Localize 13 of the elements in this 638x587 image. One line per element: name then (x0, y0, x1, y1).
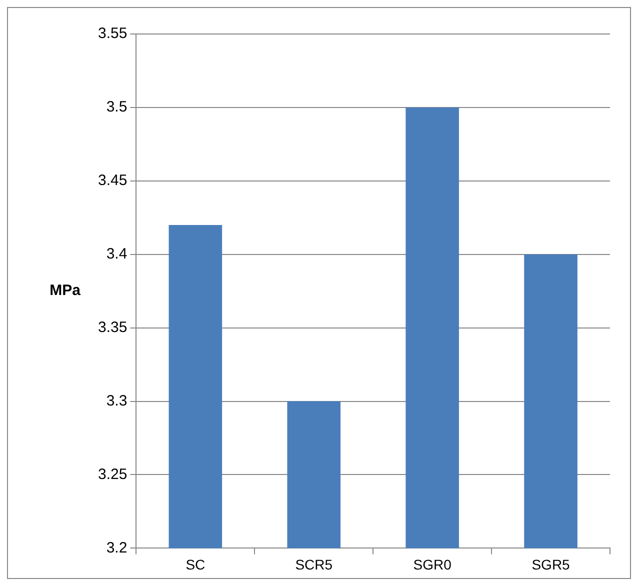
y-tick-label: 3.45 (98, 172, 128, 190)
x-tick-label: SCR5 (295, 556, 333, 572)
x-tick-label: SC (186, 556, 206, 572)
x-tick-label: SGR5 (532, 556, 570, 572)
y-tick-label: 3.4 (106, 246, 128, 263)
y-axis-title: MPa (50, 282, 82, 300)
y-tick-label: 3.2 (106, 539, 128, 556)
y-tick-label: 3.3 (106, 392, 128, 410)
y-tick-label: 3.5 (106, 98, 128, 116)
y-tick-label: 3.55 (98, 25, 128, 42)
y-tick-label: 3.35 (98, 318, 128, 336)
x-tick-label: SGR0 (413, 556, 452, 572)
y-tick-label: 3.25 (98, 466, 128, 483)
